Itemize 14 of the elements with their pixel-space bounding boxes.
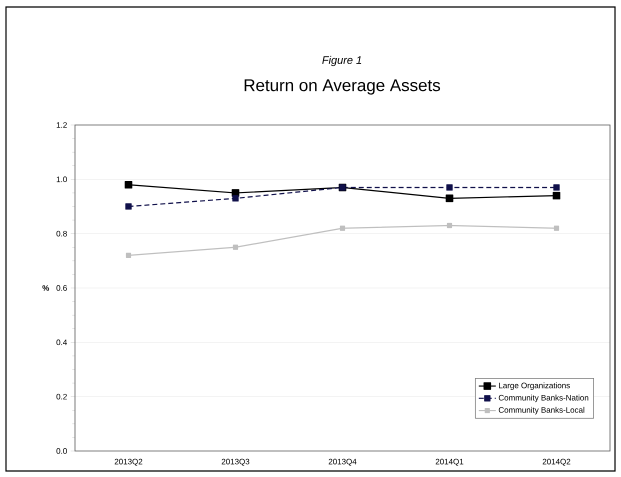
point xyxy=(553,184,560,191)
point xyxy=(446,184,453,191)
point xyxy=(232,195,239,202)
point xyxy=(446,222,452,228)
point xyxy=(125,203,132,210)
point xyxy=(340,226,346,231)
point xyxy=(232,244,238,250)
point xyxy=(126,252,132,258)
point xyxy=(446,194,454,202)
point xyxy=(554,226,560,231)
chart-title: Return on Average Assets xyxy=(244,79,440,95)
chart-subtitle: Figure 1 xyxy=(322,56,362,66)
point xyxy=(552,192,560,200)
point xyxy=(124,180,132,189)
